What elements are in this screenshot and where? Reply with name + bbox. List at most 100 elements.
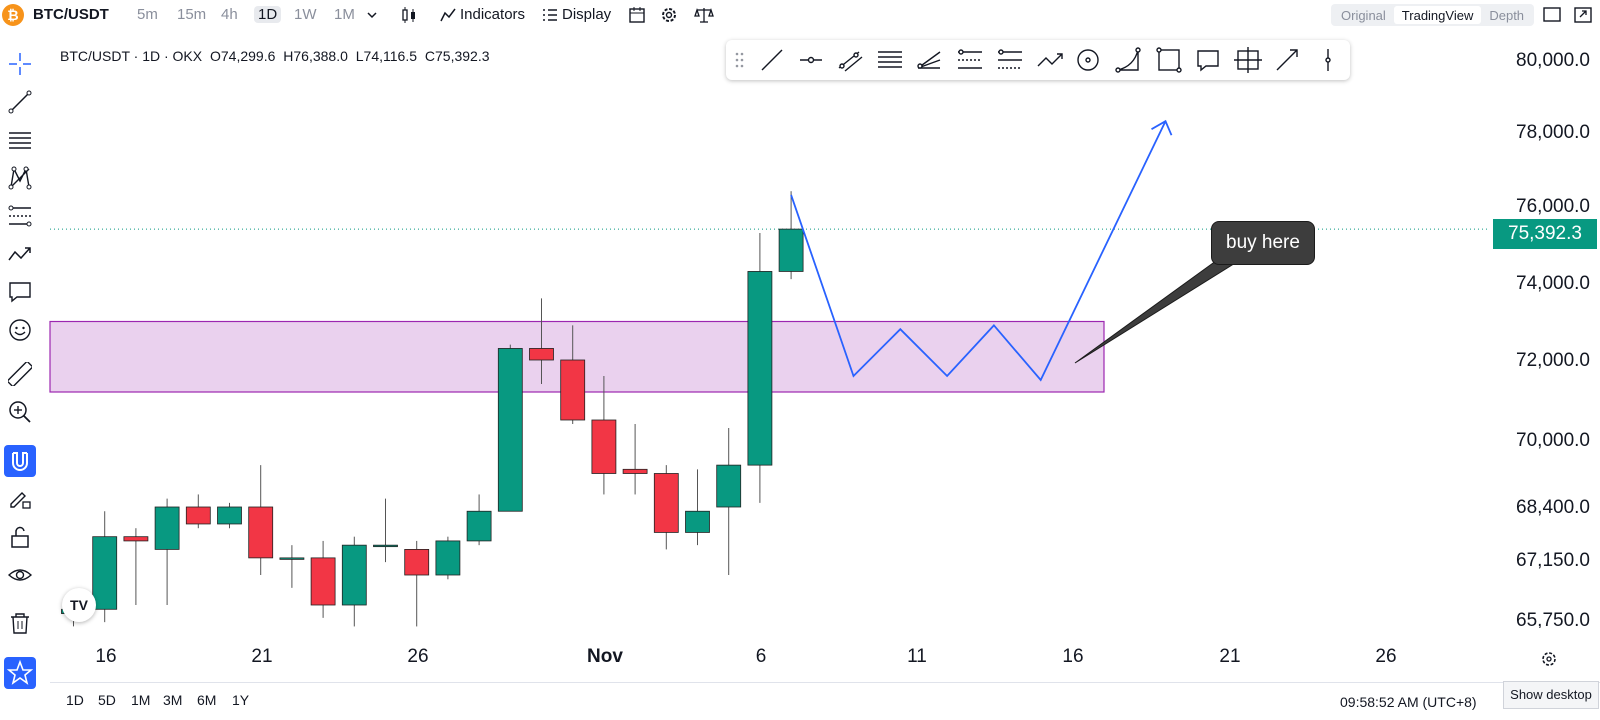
trash-icon[interactable] <box>8 611 32 635</box>
calendar-icon[interactable] <box>628 6 646 24</box>
price-label: 70,000.0 <box>1516 430 1590 451</box>
show-desktop-tooltip: Show desktop <box>1503 681 1599 709</box>
drag-handle-icon[interactable] <box>735 52 744 68</box>
forecast-path-icon[interactable] <box>8 242 32 266</box>
candle[interactable] <box>466 510 492 542</box>
price-label: 72,000.0 <box>1516 350 1590 371</box>
zoom-in-icon[interactable] <box>8 400 32 424</box>
display-icon <box>543 8 557 21</box>
candle[interactable] <box>747 271 773 466</box>
callout-tool-icon[interactable] <box>1197 50 1219 72</box>
range-1y[interactable]: 1Y <box>232 692 250 708</box>
pattern-icon[interactable] <box>8 166 32 190</box>
candle[interactable] <box>404 549 430 576</box>
view-tradingview[interactable]: TradingView <box>1393 6 1482 24</box>
magnet-mode-button[interactable] <box>4 445 36 477</box>
rectangle-tool-icon[interactable] <box>1156 47 1182 73</box>
candle[interactable] <box>778 228 804 272</box>
parallel-channel-tool-icon[interactable] <box>838 51 863 72</box>
candle[interactable] <box>529 348 554 361</box>
crosshair-icon[interactable] <box>8 52 32 76</box>
candle[interactable] <box>653 473 679 533</box>
projected-arrowhead <box>1151 119 1173 136</box>
floating-drawing-toolbar <box>726 40 1350 80</box>
regression-tool-icon[interactable] <box>878 51 902 68</box>
legend-open: O74,299.6 <box>209 48 276 64</box>
chevron-down-icon[interactable] <box>367 11 377 19</box>
timeframe-4h[interactable]: 4h <box>221 6 238 23</box>
balance-scale-icon[interactable] <box>694 6 714 24</box>
candle[interactable] <box>716 464 742 508</box>
current-price-tag: 75,392.3 <box>1493 219 1597 249</box>
bitcoin-icon: ₿ <box>2 4 24 26</box>
range-1m[interactable]: 1M <box>131 692 151 708</box>
candle[interactable] <box>123 536 149 542</box>
view-depth[interactable]: Depth <box>1489 8 1525 23</box>
time-label: 11 <box>907 646 927 667</box>
fib-channel-tool-icon[interactable] <box>998 49 1022 69</box>
horizontal-ray-tool-icon[interactable] <box>800 56 822 64</box>
ruler-icon[interactable] <box>8 362 32 386</box>
candle[interactable] <box>560 359 586 421</box>
price-label: 74,000.0 <box>1516 273 1590 294</box>
candle[interactable] <box>217 506 242 525</box>
range-3m[interactable]: 3M <box>163 692 183 708</box>
pair-symbol[interactable]: BTC/USDT <box>33 6 109 23</box>
vertical-line-tool-icon[interactable] <box>1325 49 1331 71</box>
pitchfork-tool-icon[interactable] <box>917 51 941 69</box>
candle[interactable] <box>92 536 118 610</box>
axis-settings-icon[interactable] <box>1540 650 1558 668</box>
timeframe-5m[interactable]: 5m <box>137 6 158 23</box>
arrow-tool-icon[interactable] <box>1276 49 1298 71</box>
fib-levels-tool-icon[interactable] <box>958 49 982 69</box>
price-axis[interactable]: 80,000.0 78,000.0 76,000.0 74,000.0 72,0… <box>1490 0 1600 660</box>
timeframe-15m[interactable]: 15m <box>177 6 207 23</box>
candle[interactable] <box>310 557 336 606</box>
range-5d[interactable]: 5D <box>98 692 116 708</box>
comment-icon[interactable] <box>8 280 32 304</box>
candle[interactable] <box>248 506 274 559</box>
candle[interactable] <box>435 540 461 576</box>
candle-type-icon[interactable] <box>400 6 418 24</box>
candle[interactable] <box>591 419 617 474</box>
candle[interactable] <box>279 557 305 560</box>
candle[interactable] <box>622 468 648 474</box>
candle[interactable] <box>497 348 523 512</box>
eye-icon[interactable] <box>8 563 32 587</box>
candle[interactable] <box>154 506 180 550</box>
price-label: 76,000.0 <box>1516 196 1590 217</box>
candle[interactable] <box>685 510 710 533</box>
pencil-lock-icon[interactable] <box>8 487 32 511</box>
price-label: 80,000.0 <box>1516 50 1590 71</box>
timeframe-1w[interactable]: 1W <box>294 6 317 23</box>
display-button[interactable]: Display <box>542 6 611 23</box>
path-tool-icon[interactable] <box>1037 53 1063 67</box>
range-6m[interactable]: 6M <box>197 692 217 708</box>
clock: 09:58:52 AM (UTC+8) <box>1340 694 1477 710</box>
circle-tool-icon[interactable] <box>1077 49 1099 71</box>
candle[interactable] <box>185 506 211 525</box>
horizontal-lines-icon[interactable] <box>8 128 32 152</box>
buy-here-callout[interactable]: buy here <box>1211 221 1315 265</box>
unlock-icon[interactable] <box>8 525 32 549</box>
time-label: 16 <box>95 646 117 667</box>
window-icon[interactable] <box>1543 7 1561 23</box>
view-original[interactable]: Original <box>1341 8 1386 23</box>
timeframe-1d[interactable]: 1D <box>254 6 282 23</box>
measure-tool-icon[interactable] <box>1234 47 1262 73</box>
timeframe-1m[interactable]: 1M <box>334 6 355 23</box>
candle[interactable] <box>341 544 367 606</box>
projected-path[interactable] <box>790 120 1167 382</box>
emoji-icon[interactable] <box>8 318 32 342</box>
settings-gear-icon[interactable] <box>660 6 678 24</box>
candlestick-chart[interactable] <box>0 0 1600 690</box>
trend-line-icon[interactable] <box>8 90 32 114</box>
candle[interactable] <box>373 544 398 548</box>
favorites-button[interactable] <box>4 657 36 689</box>
indicators-button[interactable]: Indicators <box>440 6 525 23</box>
trend-line-tool-icon[interactable] <box>761 49 783 71</box>
range-1d[interactable]: 1D <box>66 692 84 708</box>
fullscreen-icon[interactable] <box>1574 7 1592 23</box>
fib-retracement-icon[interactable] <box>8 204 32 228</box>
arc-tool-icon[interactable] <box>1115 47 1141 73</box>
